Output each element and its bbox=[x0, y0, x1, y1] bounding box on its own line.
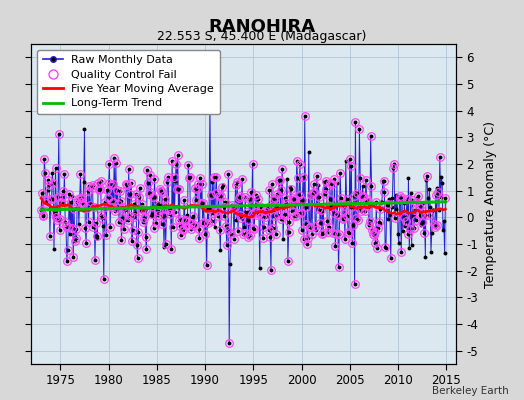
Text: RANOHIRA: RANOHIRA bbox=[209, 18, 315, 36]
Text: Berkeley Earth: Berkeley Earth bbox=[432, 386, 508, 396]
Legend: Raw Monthly Data, Quality Control Fail, Five Year Moving Average, Long-Term Tren: Raw Monthly Data, Quality Control Fail, … bbox=[37, 50, 220, 114]
Text: 22.553 S, 45.400 E (Madagascar): 22.553 S, 45.400 E (Madagascar) bbox=[157, 30, 367, 43]
Y-axis label: Temperature Anomaly (°C): Temperature Anomaly (°C) bbox=[484, 120, 497, 288]
